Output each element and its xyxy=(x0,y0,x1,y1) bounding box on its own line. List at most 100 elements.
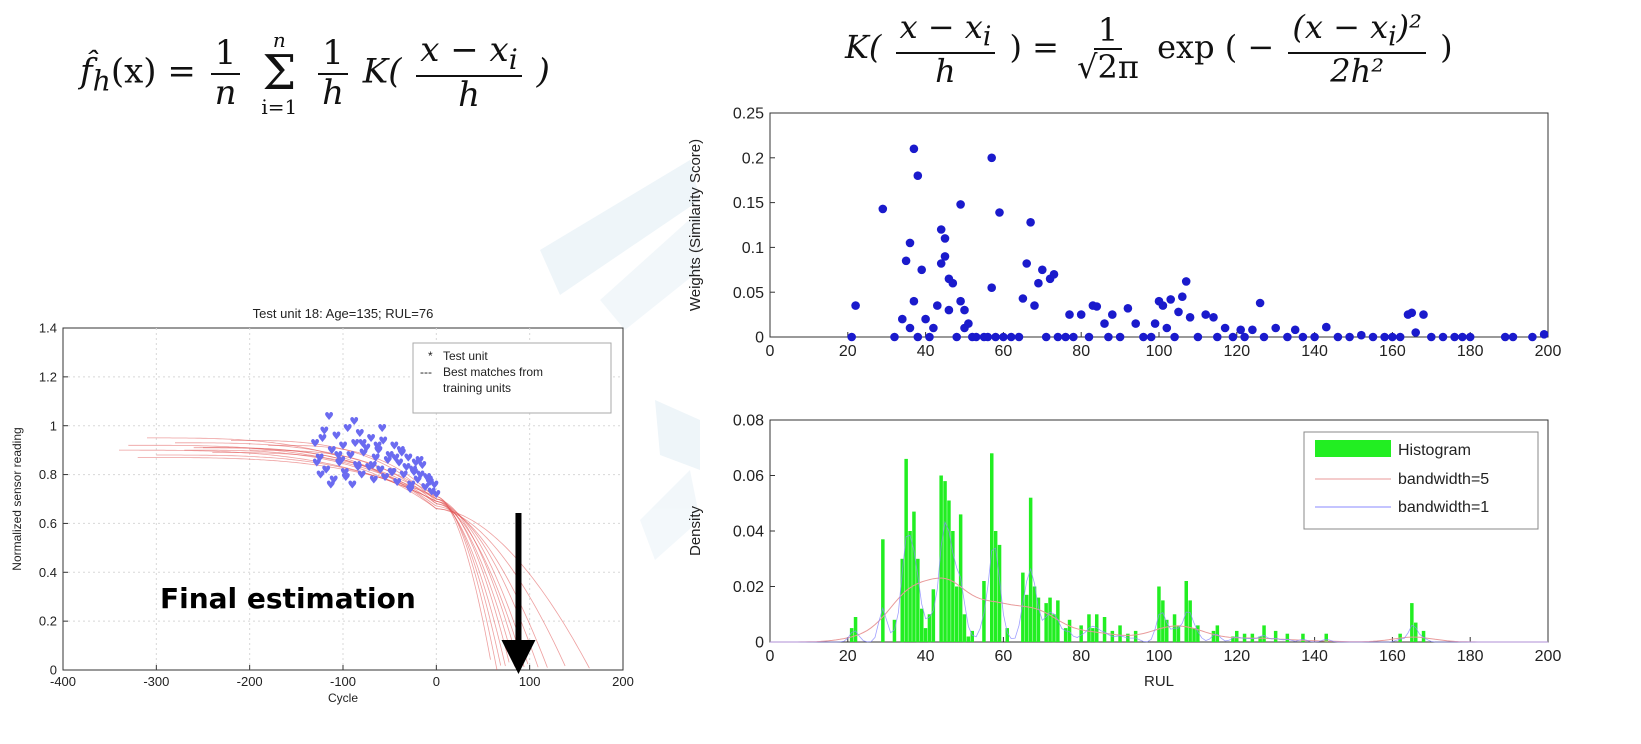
y-tick-label: 0.25 xyxy=(733,106,764,123)
x-tick-label: 100 xyxy=(519,674,541,689)
histogram-bar xyxy=(1032,586,1037,642)
y-axis-label: Weights (Similarity Score) xyxy=(687,139,704,311)
histogram-bar xyxy=(1005,628,1009,642)
test-unit-point: ♥ xyxy=(368,459,378,472)
test-unit-point: ♥ xyxy=(396,444,406,457)
y-tick-label: 0.08 xyxy=(733,413,764,430)
weight-point xyxy=(933,301,942,310)
histogram-bar xyxy=(966,636,971,642)
histogram-bar xyxy=(1021,572,1025,642)
y-axis-label: Density xyxy=(687,505,704,556)
test-unit-point: ♥ xyxy=(416,469,426,482)
weight-point xyxy=(878,204,888,214)
y-tick-label: 0.04 xyxy=(733,524,764,541)
weight-point xyxy=(1076,310,1086,319)
histogram-bar xyxy=(1056,600,1060,642)
histogram-bar xyxy=(1285,633,1290,642)
weight-point xyxy=(925,332,934,342)
weight-point xyxy=(1310,332,1319,342)
histogram-bar xyxy=(1231,636,1235,642)
formula-close: ) xyxy=(536,51,550,92)
gaussian-kernel-formula: K( x − xi h ) = 1 √2π exp ( − (x − xi)² 2h²… xyxy=(845,9,1453,89)
x-tick-label: 100 xyxy=(1146,343,1173,360)
x-tick-label: 140 xyxy=(1301,343,1328,360)
test-unit-point: ♥ xyxy=(334,456,344,469)
test-unit-point: ♥ xyxy=(341,471,351,484)
x-tick-label: 160 xyxy=(1379,648,1406,665)
weight-point xyxy=(1034,278,1043,288)
histogram-bar xyxy=(920,608,924,642)
y-tick-label: 0.05 xyxy=(733,285,764,302)
weight-point xyxy=(1380,332,1389,342)
test-unit-point: ♥ xyxy=(359,447,369,460)
histogram-bar xyxy=(1025,594,1029,642)
test-unit-point: ♥ xyxy=(336,454,346,467)
weight-point xyxy=(1150,319,1160,328)
histogram-bar xyxy=(1421,630,1426,642)
weight-point xyxy=(1220,323,1230,333)
histogram-bar xyxy=(923,628,928,642)
test-unit-point: ♥ xyxy=(361,442,371,455)
weight-point xyxy=(1139,332,1148,342)
y-tick-label: 0.6 xyxy=(39,516,57,531)
test-unit-point: ♥ xyxy=(385,449,395,462)
decor-arrows xyxy=(540,160,700,560)
histogram-bar xyxy=(1414,622,1418,642)
weight-point xyxy=(1450,332,1459,342)
y-tick-label: 0.06 xyxy=(733,468,764,485)
weight-point xyxy=(1030,301,1039,310)
histogram-bar xyxy=(1052,614,1056,643)
test-unit-point: ♥ xyxy=(380,471,390,484)
weight-point xyxy=(1065,310,1074,319)
weight-point xyxy=(909,296,919,306)
y-tick-label: 1.2 xyxy=(39,369,57,384)
test-unit-point: ♥ xyxy=(408,464,418,477)
histogram-bar xyxy=(1161,600,1165,642)
x-tick-label: 100 xyxy=(1146,648,1173,665)
histogram-bar xyxy=(939,475,943,642)
histogram-bar xyxy=(1301,633,1305,642)
histogram-bar xyxy=(1192,628,1196,642)
sensor-chart: -400 -300 -200 -100 0 100 200 0 0.2 0.4 0.6 0.8 1 1.2… xyxy=(10,306,634,705)
sensor-legend: * Test unit --- Best matches from training u… xyxy=(412,342,612,414)
weight-point xyxy=(1092,302,1102,311)
weight-point xyxy=(1069,332,1078,342)
weight-point xyxy=(995,208,1004,217)
x-tick-label: 180 xyxy=(1457,343,1484,360)
histogram-bar xyxy=(1196,625,1200,642)
histogram-bar xyxy=(1036,597,1041,642)
test-unit-point: ♥ xyxy=(424,473,434,486)
test-unit-point: ♥ xyxy=(427,486,437,499)
test-unit-point: ♥ xyxy=(413,473,423,486)
histogram-bar xyxy=(947,500,951,642)
test-unit-point: ♥ xyxy=(394,456,404,469)
legend-entry-best-matches-line2: training units xyxy=(443,381,511,395)
histogram-bar xyxy=(951,531,955,642)
histogram-bar xyxy=(962,614,967,643)
x-tick-label: 200 xyxy=(612,674,634,689)
weight-point xyxy=(1209,313,1218,322)
test-unit-point: ♥ xyxy=(374,444,384,457)
y-tick-label: 0.8 xyxy=(39,467,57,482)
weight-point xyxy=(1528,332,1537,342)
x-tick-label: 0 xyxy=(766,343,775,360)
test-unit-point: ♥ xyxy=(338,439,348,452)
histogram-bar xyxy=(993,531,998,642)
weight-point xyxy=(1508,332,1518,342)
weight-point xyxy=(1006,332,1016,342)
histogram-bar xyxy=(1215,625,1220,642)
test-unit-point: ♥ xyxy=(425,476,435,489)
weight-point xyxy=(1061,332,1070,342)
test-unit-point: ♥ xyxy=(389,439,399,452)
histogram-bar xyxy=(1188,600,1192,642)
weight-point xyxy=(1174,307,1183,317)
histogram-bar xyxy=(1063,628,1068,642)
weight-point xyxy=(956,200,965,209)
test-unit-point: ♥ xyxy=(318,432,328,445)
test-unit-point: ♥ xyxy=(403,451,413,464)
weight-point xyxy=(1053,332,1063,342)
kernel-exponent: (x − xi)² 2h² xyxy=(1288,9,1426,89)
